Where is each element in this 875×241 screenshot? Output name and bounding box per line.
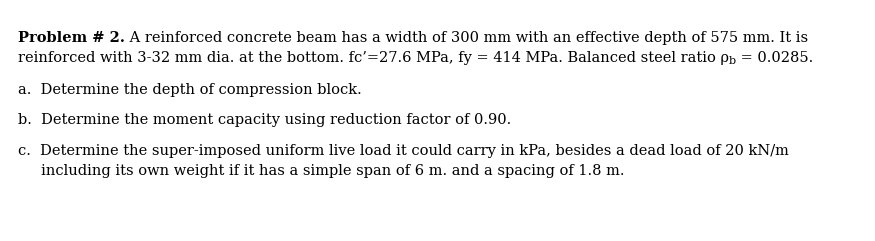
Text: b.  Determine the moment capacity using reduction factor of 0.90.: b. Determine the moment capacity using r… [18, 113, 511, 127]
Text: Problem # 2.: Problem # 2. [18, 31, 125, 45]
Text: = 0.0285.: = 0.0285. [736, 51, 814, 65]
Text: a.  Determine the depth of compression block.: a. Determine the depth of compression bl… [18, 83, 361, 97]
Text: A reinforced concrete beam has a width of 300 mm with an effective depth of 575 : A reinforced concrete beam has a width o… [125, 31, 808, 45]
Text: c.  Determine the super-imposed uniform live load it could carry in kPa, besides: c. Determine the super-imposed uniform l… [18, 144, 789, 158]
Text: reinforced with 3-32 mm dia. at the bottom. fc’=27.6 MPa, fy = 414 MPa. Balanced: reinforced with 3-32 mm dia. at the bott… [18, 51, 729, 65]
Text: b: b [729, 56, 736, 66]
Text: including its own weight if it has a simple span of 6 m. and a spacing of 1.8 m.: including its own weight if it has a sim… [18, 164, 625, 178]
